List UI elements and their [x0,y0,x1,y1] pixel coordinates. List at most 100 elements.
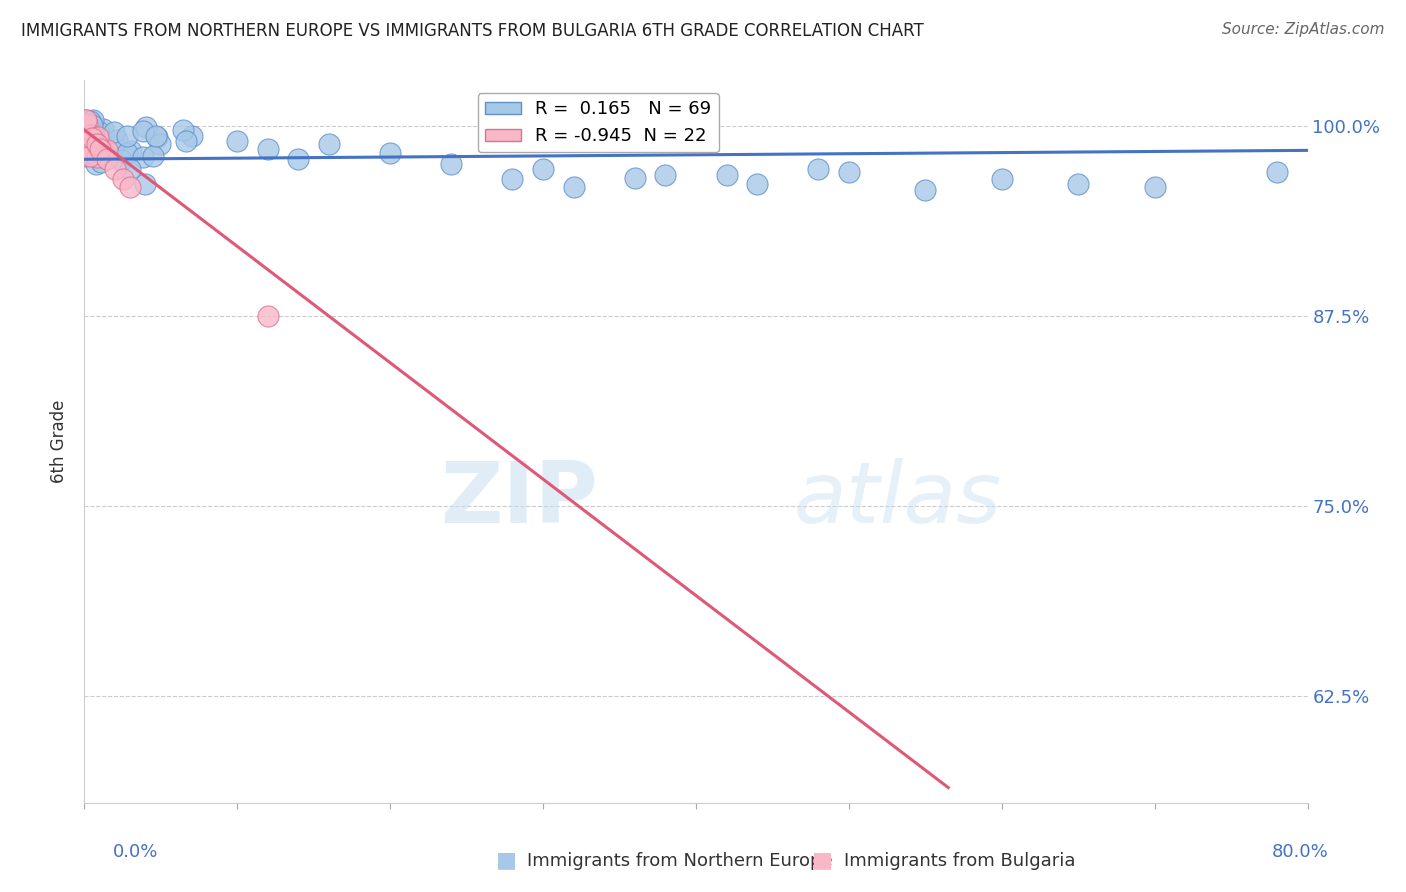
Point [105,133,128,147]
Point [82,141,104,155]
Point [807,161,830,176]
Point [79,136,101,150]
Point [76,117,98,131]
Text: Immigrants from Northern Europe: Immigrants from Northern Europe [527,852,832,870]
Point [991,172,1014,186]
Point [135,120,157,134]
Point [838,164,860,178]
Point [96,144,118,158]
Point [75,142,97,156]
Point [1067,177,1090,191]
Point [82,112,104,127]
Text: ■: ■ [496,850,516,870]
Point [91,145,114,159]
Point [287,153,309,167]
Point [86,129,108,144]
Point [75,119,97,133]
Point [120,162,142,177]
Point [89,142,111,156]
Point [75,138,97,153]
Point [93,138,115,153]
Point [562,179,585,194]
Point [142,149,165,163]
Point [76,124,98,138]
Point [1265,164,1288,178]
Text: atlas: atlas [794,458,1002,541]
Point [77,123,100,137]
Point [226,134,249,148]
Point [148,136,170,151]
Point [80,128,103,142]
Point [83,136,105,151]
Point [77,140,100,154]
Point [747,177,769,191]
Point [82,130,104,145]
Point [96,153,118,167]
Point [75,113,97,128]
Legend: R =  0.165   N = 69, R = -0.945  N = 22: R = 0.165 N = 69, R = -0.945 N = 22 [478,93,718,153]
Point [80,129,103,144]
Point [115,146,138,161]
Point [134,177,156,191]
Point [87,143,110,157]
Point [914,183,936,197]
Point [84,157,107,171]
Point [89,130,111,145]
Point [531,161,554,176]
Text: 0.0%: 0.0% [112,843,157,861]
Point [654,168,676,182]
Point [80,143,103,157]
Point [82,136,104,150]
Point [146,130,169,145]
Text: Immigrants from Bulgaria: Immigrants from Bulgaria [844,852,1076,870]
Point [80,131,103,145]
Point [181,128,204,143]
Point [145,128,167,143]
Point [75,127,97,141]
Point [104,161,127,176]
Point [76,146,98,161]
Point [76,144,98,158]
Point [83,133,105,147]
Point [80,145,103,159]
Point [624,170,647,185]
Text: ZIP: ZIP [440,458,598,541]
Point [318,137,340,152]
Point [380,146,402,161]
Point [103,125,125,139]
Point [172,123,194,137]
Point [75,112,97,127]
Point [87,124,110,138]
Point [75,149,97,163]
Point [76,137,98,152]
Y-axis label: 6th Grade: 6th Grade [51,400,69,483]
Point [110,153,132,167]
Point [111,172,134,186]
Point [1143,179,1166,194]
Text: 80.0%: 80.0% [1272,843,1329,861]
Point [117,128,139,143]
Text: Source: ZipAtlas.com: Source: ZipAtlas.com [1222,22,1385,37]
Text: IMMIGRANTS FROM NORTHERN EUROPE VS IMMIGRANTS FROM BULGARIA 6TH GRADE CORRELATIO: IMMIGRANTS FROM NORTHERN EUROPE VS IMMIG… [21,22,924,40]
Point [257,309,280,323]
Point [131,124,153,138]
Point [86,150,108,164]
Point [76,138,98,153]
Point [174,134,197,148]
Point [132,150,155,164]
Point [91,121,114,136]
Point [86,137,108,152]
Point [82,126,104,140]
Point [716,168,738,182]
Point [90,154,112,169]
Point [103,137,125,152]
Point [440,157,463,171]
Point [79,149,101,163]
Point [79,128,101,143]
Point [502,172,524,186]
Text: ■: ■ [813,850,832,870]
Point [75,145,97,160]
Point [79,113,101,128]
Point [120,145,142,159]
Point [79,115,101,129]
